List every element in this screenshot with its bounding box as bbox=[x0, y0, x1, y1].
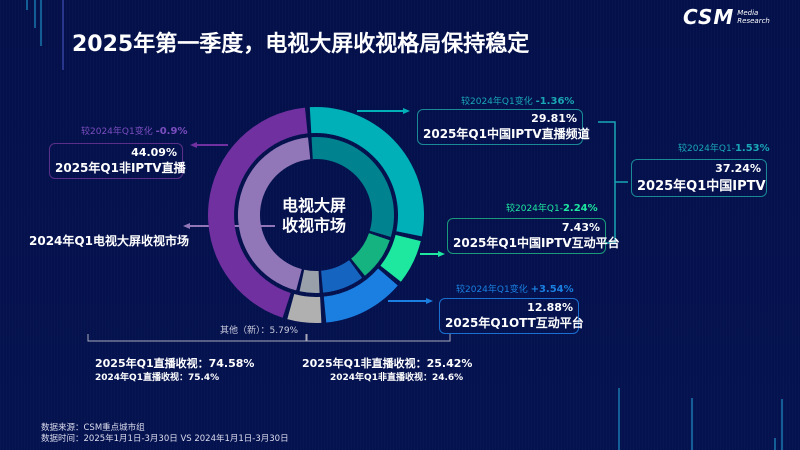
nonlive-2024: 2024年Q1非直播收视：24.6% bbox=[330, 373, 464, 383]
ott-change: 较2024年Q1变化 +3.54% bbox=[456, 284, 574, 295]
iptv-interactive-change: 较2024年Q1-2.24% bbox=[506, 203, 598, 214]
outer-slice-4 bbox=[207, 107, 308, 318]
iptv-total-change: 较2024年Q1-1.53% bbox=[678, 143, 770, 154]
csm-logo: CSM Media Research bbox=[683, 5, 770, 29]
inner-slice-2 bbox=[321, 260, 363, 293]
non-iptv-box: 44.09% 2025年Q1非IPTV直播 bbox=[49, 143, 186, 179]
live-2024: 2024年Q1直播收视：75.4% bbox=[95, 373, 220, 383]
page-title: 2025年第一季度，电视大屏收视格局保持稳定 bbox=[72, 32, 530, 57]
center-label: 电视大屏 收视市场 bbox=[282, 196, 347, 235]
outer-slice-2 bbox=[323, 268, 398, 323]
non-iptv-change: 较2024年Q1变化 -0.9% bbox=[81, 126, 188, 137]
inner-slice-4 bbox=[237, 137, 311, 291]
inner-slice-3 bbox=[299, 269, 320, 293]
footer-time: 数据时间：2025年1月1日-3月30日 VS 2024年1月1日-3月30日 bbox=[41, 434, 289, 444]
iptv-live-box: 29.81% 2025年Q1中国IPTV直播频道 bbox=[417, 109, 590, 145]
iptv-live-change: 较2024年Q1变化 -1.36% bbox=[461, 96, 575, 107]
nonlive-2025: 2025年Q1非直播收视：25.42% bbox=[302, 357, 473, 370]
other-label: 其他（新）：5.79% bbox=[220, 326, 299, 336]
iptv-total-box: 37.24% 2025年Q1中国IPTV bbox=[631, 159, 767, 197]
inner-ring-label: 2024年Q1电视大屏收视市场 bbox=[29, 234, 189, 248]
outer-slice-0 bbox=[309, 107, 424, 237]
outer-slice-1 bbox=[380, 234, 421, 282]
footer-source: 数据来源：CSM重点城市组 bbox=[41, 423, 145, 433]
inner-slice-0 bbox=[311, 137, 394, 237]
inner-slice-1 bbox=[351, 233, 390, 276]
live-2025: 2025年Q1直播收视：74.58% bbox=[95, 357, 255, 370]
ott-box: 12.88% 2025年Q1OTT互动平台 bbox=[439, 298, 584, 334]
outer-slice-3 bbox=[287, 294, 322, 323]
iptv-interactive-box: 7.43% 2025年Q1中国IPTV互动平台 bbox=[447, 218, 620, 254]
